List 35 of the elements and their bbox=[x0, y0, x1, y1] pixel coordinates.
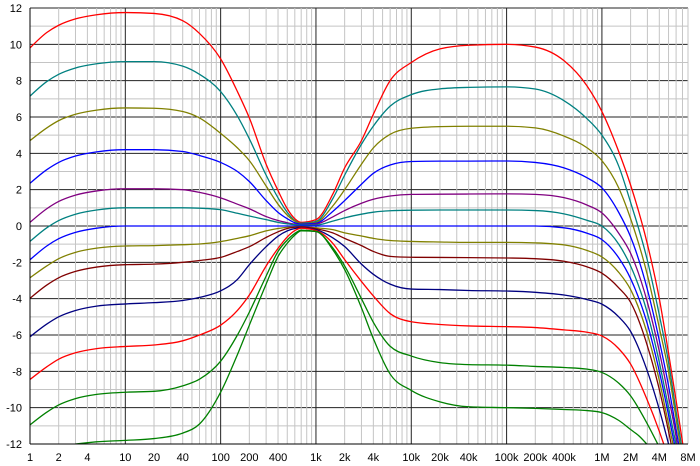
x-tick-label: 1 bbox=[26, 452, 34, 464]
x-tick-label: 40k bbox=[460, 452, 478, 464]
x-tick-label: 200 bbox=[240, 452, 259, 464]
x-tick-label: 4M bbox=[652, 452, 667, 464]
x-tick-label: 200k bbox=[523, 452, 548, 464]
x-tick-label: 2M bbox=[622, 452, 638, 464]
y-tick-label: -2 bbox=[12, 257, 22, 270]
y-tick-label: 4 bbox=[16, 148, 22, 160]
x-tick-label: 1k bbox=[310, 452, 322, 464]
x-tick-label: 10 bbox=[119, 452, 132, 464]
y-tick-label: 8 bbox=[16, 76, 22, 88]
x-tick-label: 20 bbox=[148, 452, 160, 464]
y-tick-label: -12 bbox=[6, 439, 22, 451]
x-tick-label: 10k bbox=[402, 452, 421, 464]
x-tick-label: 100k bbox=[494, 452, 520, 464]
x-tick-label: 400 bbox=[268, 452, 288, 464]
y-tick-label: -8 bbox=[12, 366, 22, 378]
x-tick-label: 100 bbox=[211, 452, 230, 464]
x-tick-label: 8M bbox=[680, 452, 696, 464]
y-tick-label: 2 bbox=[16, 184, 22, 197]
x-tick-label: 20k bbox=[431, 452, 450, 464]
y-tick-label: -4 bbox=[12, 294, 22, 306]
x-tick-label: 2 bbox=[56, 452, 62, 464]
x-tick-label: 40 bbox=[176, 452, 189, 464]
y-tick-label: 12 bbox=[10, 3, 22, 15]
y-tick-label: 0 bbox=[16, 221, 22, 233]
x-tick-label: 1M bbox=[594, 452, 610, 464]
x-tick-label: 2k bbox=[338, 452, 351, 464]
x-tick-label: 400k bbox=[552, 452, 576, 464]
x-tick-label: 4 bbox=[84, 452, 90, 464]
y-tick-label: 10 bbox=[10, 39, 22, 52]
y-tick-label: -10 bbox=[6, 402, 22, 415]
y-tick-label: -6 bbox=[12, 330, 22, 342]
y-tick-label: 6 bbox=[16, 112, 22, 124]
x-tick-label: 4k bbox=[368, 452, 380, 464]
